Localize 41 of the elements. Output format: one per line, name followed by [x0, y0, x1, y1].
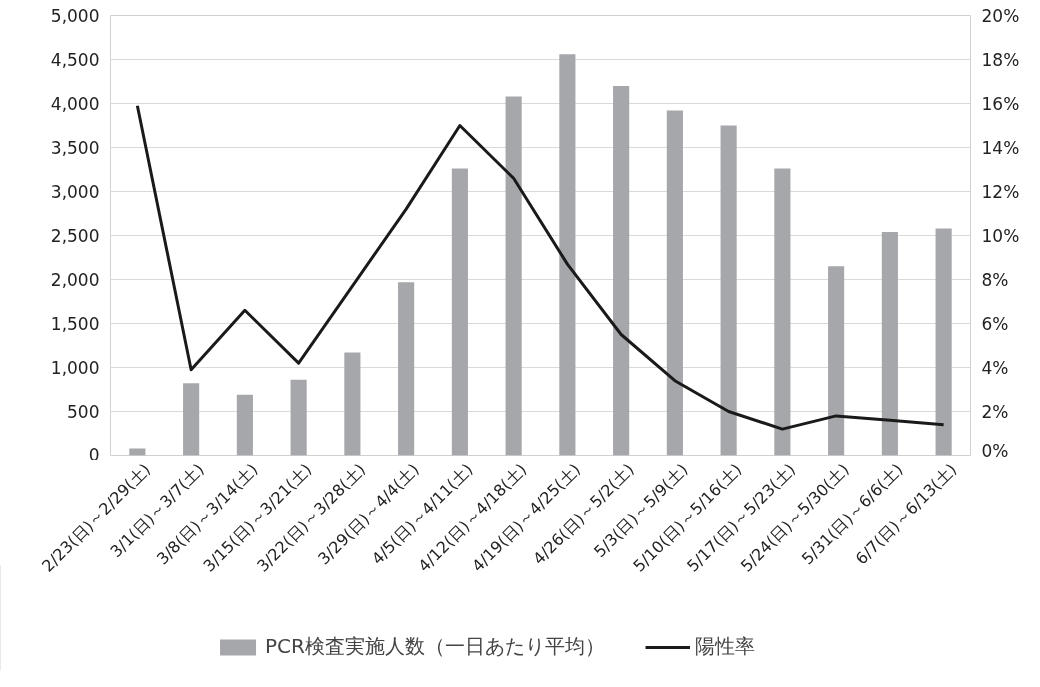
bar	[290, 379, 307, 456]
y-tick-label: 2,000	[50, 270, 100, 290]
y2-tick-label: 2%	[981, 401, 1009, 422]
y-tick-label: 2,500	[50, 226, 100, 246]
bar	[451, 168, 468, 456]
y2-tick-label: 12%	[981, 181, 1020, 202]
y-tick-label: 4,500	[50, 50, 100, 70]
y-tick-label: 4,000	[50, 94, 100, 114]
y-tick-label: 1,500	[50, 314, 100, 334]
bar	[666, 110, 683, 456]
bar	[828, 266, 845, 456]
y-tick-label: 500	[67, 402, 100, 422]
y2-tick-label: 6%	[981, 313, 1009, 334]
y-tick-label: 3,000	[50, 182, 100, 202]
bar	[881, 231, 898, 456]
y2-tick-label: 10%	[981, 225, 1020, 246]
bar	[129, 448, 146, 456]
bar	[720, 125, 737, 456]
bar	[398, 282, 415, 456]
y-tick-label: 3,500	[50, 138, 100, 158]
y2-tick-label: 14%	[981, 137, 1020, 158]
bar	[505, 96, 522, 456]
y-tick-label: 1,000	[50, 358, 100, 378]
y2-tick-label: 0%	[981, 440, 1009, 461]
y2-tick-label: 8%	[981, 269, 1009, 290]
legend-label: PCR検査実施人数（一日あたり平均）	[265, 633, 605, 660]
y2-tick-label: 4%	[981, 357, 1009, 378]
bar	[344, 352, 361, 456]
bar	[613, 85, 630, 456]
bar	[236, 394, 253, 456]
bar	[774, 168, 791, 456]
y2-tick-label: 16%	[981, 93, 1020, 114]
legend-label: 陽性率	[694, 633, 755, 660]
y2-tick-label: 20%	[981, 5, 1020, 26]
bar	[559, 54, 576, 456]
line-series	[135, 104, 946, 431]
y2-tick-label: 18%	[981, 49, 1020, 70]
bar	[935, 228, 952, 456]
bar	[183, 383, 200, 456]
y-tick-label: 5,000	[50, 6, 100, 26]
y-tick-label: 0	[88, 444, 100, 465]
